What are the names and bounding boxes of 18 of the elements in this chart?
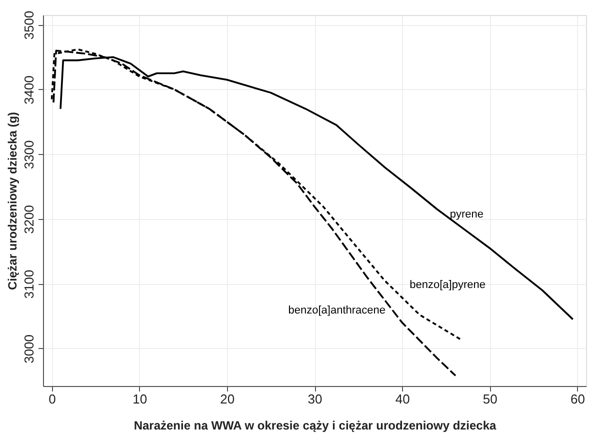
series-label: pyrene	[450, 208, 484, 220]
x-tick-label: 0	[48, 392, 56, 406]
y-axis-title: Ciężar urodzeniowy dziecka (g)	[6, 112, 20, 290]
y-tick-label: 3400	[22, 76, 36, 104]
x-tick-label: 50	[482, 392, 498, 406]
x-tick-label: 60	[570, 392, 585, 406]
x-axis-title: Narażenie na WWA w okresie cąży i ciężar urodzeniowy dziecka	[134, 418, 496, 432]
x-tick-label: 20	[220, 392, 235, 406]
x-tick-label: 40	[395, 392, 410, 406]
y-tick-label: 3200	[22, 204, 36, 234]
y-tick-label: 3500	[22, 10, 36, 40]
y-tick-label: 3100	[22, 270, 36, 299]
x-tick-label: 30	[308, 392, 322, 406]
series-label: benzo[a]pyrene	[410, 279, 486, 292]
x-tick-label: 10	[132, 392, 148, 406]
series-label: benzo[a]anthracene	[288, 304, 386, 317]
y-tick-label: 3000	[22, 334, 36, 364]
y-tick-label: 3300	[22, 140, 36, 170]
